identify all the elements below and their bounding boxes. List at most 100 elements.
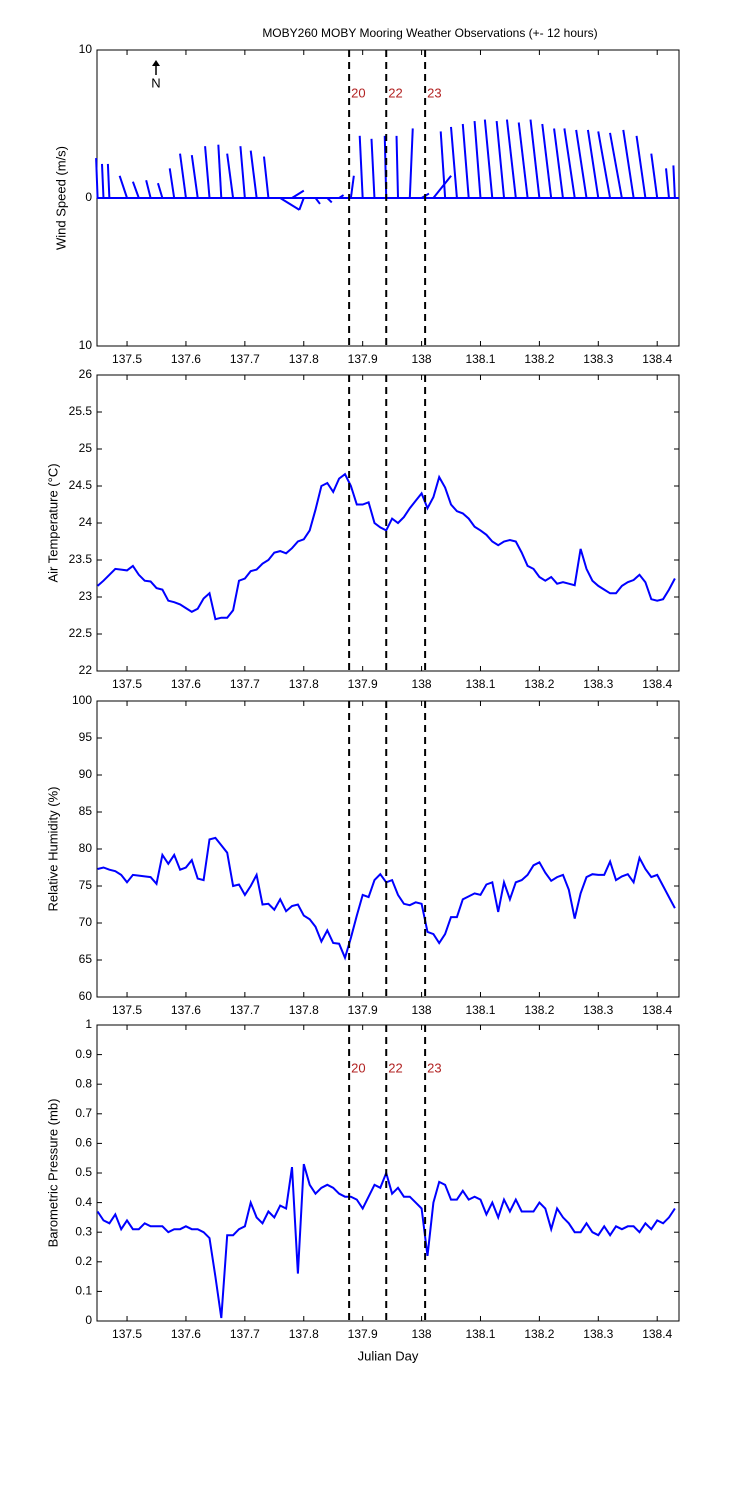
wind-stick [226,153,235,199]
wind-stick [575,129,588,199]
wind-stick [217,144,223,199]
x-tick-label: 137.8 [289,1327,319,1341]
x-tick-label: 138.3 [583,1327,613,1341]
y-tick-label: 24.5 [69,478,93,492]
event-label: 22 [388,85,402,100]
wind-stick [156,182,164,199]
y-tick-label: 100 [72,693,92,707]
x-tick-label: 137.7 [230,1003,260,1017]
x-tick-label: 138.1 [465,1327,495,1341]
y-tick-label: 24 [79,515,93,529]
x-tick-label: 137.9 [348,1327,378,1341]
x-tick-label: 138.2 [524,1327,554,1341]
x-tick-label: 137.9 [348,1003,378,1017]
x-tick-label: 138.3 [583,677,613,691]
wind-stick [106,163,111,199]
x-tick-label: 138 [412,677,432,691]
x-tick-label: 138.1 [465,1003,495,1017]
y-tick-label: 25.5 [69,404,93,418]
y-tick-label: 10 [79,338,93,352]
x-tick-label: 137.5 [112,1327,142,1341]
x-tick-label: 138.3 [583,352,613,366]
wind-stick [101,163,105,199]
event-label: 23 [427,85,441,100]
y-axis-label: Relative Humidity (%) [45,787,60,912]
wind-stick [131,181,140,199]
x-tick-label: 137.7 [230,1327,260,1341]
x-tick-label: 137.5 [112,1003,142,1017]
x-tick-label: 137.9 [348,677,378,691]
wind-stick [145,179,152,199]
y-tick-label: 22 [79,663,93,677]
y-tick-label: 0.3 [75,1224,92,1238]
x-tick-label: 137.5 [112,677,142,691]
north-arrow-head [152,60,160,66]
y-axis-label: Air Temperature (°C) [45,463,60,582]
x-tick-label: 137.6 [171,352,201,366]
wind-stick [395,135,400,199]
wind-stick [517,122,529,199]
x-tick-label: 138.4 [642,1003,672,1017]
wind-stick [665,168,670,199]
x-tick-label: 138 [412,352,432,366]
chart-title: MOBY260 MOBY Mooring Weather Observation… [262,26,597,40]
wind-stick [461,123,470,199]
y-tick-label: 0.9 [75,1047,92,1061]
wind-stick [262,156,270,199]
wind-stick [204,146,211,199]
y-tick-label: 0 [85,190,92,204]
y-tick-label: 0.8 [75,1076,92,1090]
wind-stick [541,123,553,199]
y-tick-label: 0.4 [75,1195,92,1209]
x-axis-label: Julian Day [358,1348,419,1363]
y-tick-label: 0.5 [75,1165,92,1179]
y-tick-label: 70 [79,915,93,929]
x-tick-label: 137.6 [171,1327,201,1341]
event-label: 20 [351,1060,365,1075]
wind-stick [249,150,258,199]
y-tick-label: 0 [85,1313,92,1327]
x-tick-label: 137.7 [230,352,260,366]
wind-stick [473,120,482,199]
wind-stick [650,153,659,199]
wind-stick [432,175,452,199]
x-tick-label: 138.1 [465,352,495,366]
y-tick-label: 0.6 [75,1136,92,1150]
x-tick-label: 138.4 [642,352,672,366]
x-tick-label: 137.5 [112,352,142,366]
wind-stick [563,128,576,199]
x-tick-label: 138 [412,1327,432,1341]
wind-stick [298,197,305,211]
data-line [96,472,676,621]
x-tick-label: 138.4 [642,677,672,691]
event-label: 23 [427,1060,441,1075]
y-tick-label: 23.5 [69,552,93,566]
event-label: 20 [351,85,365,100]
x-tick-label: 138.4 [642,1327,672,1341]
y-tick-label: 0.1 [75,1284,92,1298]
wind-stick [609,132,623,199]
y-tick-label: 80 [79,841,93,855]
x-tick-label: 137.7 [230,677,260,691]
y-tick-label: 22.5 [69,626,93,640]
x-tick-label: 138.2 [524,1003,554,1017]
y-tick-label: 23 [79,589,93,603]
y-tick-label: 90 [79,767,93,781]
wind-stick [314,197,321,205]
y-tick-label: 25 [79,441,93,455]
wind-stick [190,154,199,199]
y-tick-label: 10 [79,42,93,56]
wind-stick [553,128,564,199]
wind-stick [338,194,345,199]
wind-stick [239,146,246,199]
wind-stick [349,175,355,199]
wind-stick [505,119,517,199]
y-tick-label: 0.7 [75,1106,92,1120]
y-axis-label: Wind Speed (m/s) [53,146,68,250]
y-tick-label: 0.2 [75,1254,92,1268]
plot-area [96,700,680,998]
x-tick-label: 137.9 [348,352,378,366]
y-tick-label: 95 [79,730,93,744]
wind-stick [529,119,541,199]
